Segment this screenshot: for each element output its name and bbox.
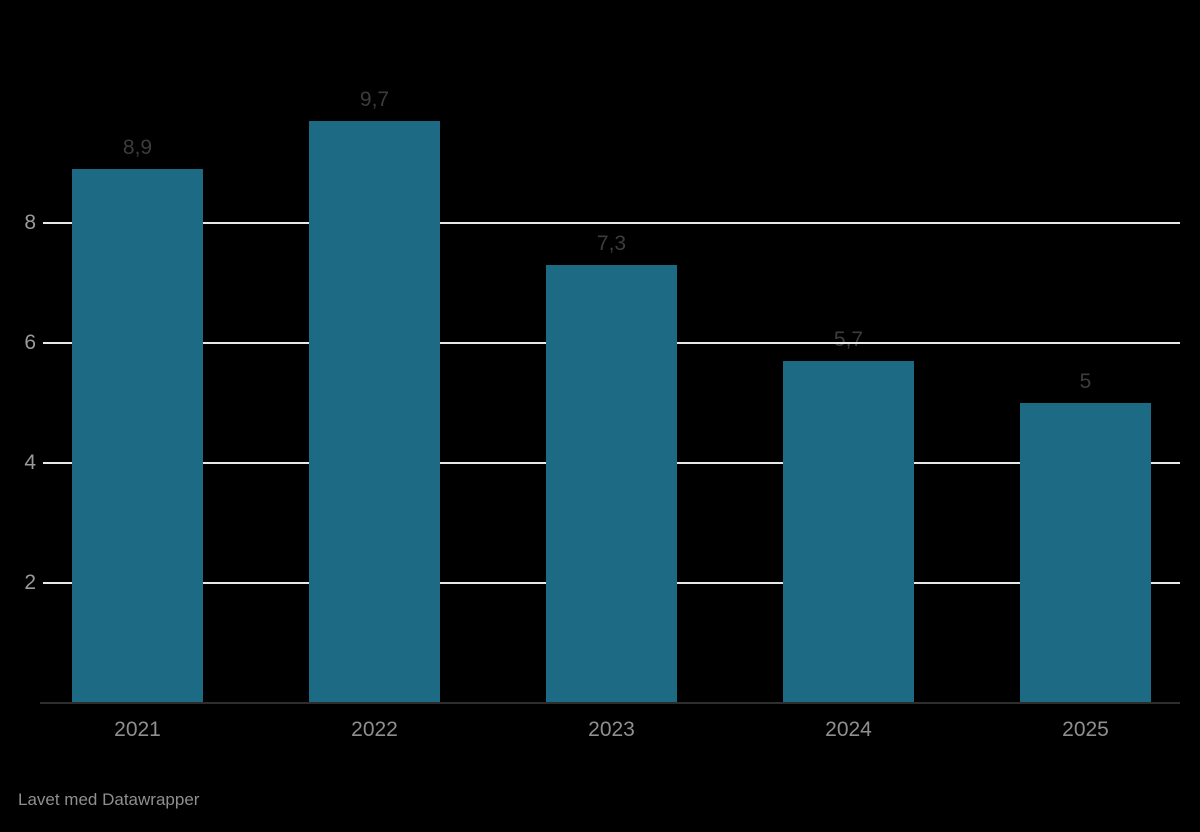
y-axis-tick-label-4: 4 [24,451,36,474]
y-axis-tick-label-6: 6 [24,331,36,354]
value-label-2025: 5 [1079,370,1092,393]
x-axis-label-2023: 2023 [588,718,635,741]
bar-2024[interactable] [783,361,914,703]
y-axis-tick-label-8: 8 [24,211,36,234]
bar-2025[interactable] [1020,403,1151,703]
bar-2022[interactable] [309,121,440,703]
bar-2023[interactable] [546,265,677,703]
attribution-text: Lavet med Datawrapper [18,790,200,809]
gridline-y-8 [43,222,1180,224]
x-axis-label-2022: 2022 [351,718,398,741]
x-axis-label-2024: 2024 [825,718,872,741]
x-axis-label-2025: 2025 [1062,718,1109,741]
x-axis-label-2021: 2021 [114,718,161,741]
value-label-2021: 8,9 [122,136,153,159]
bar-2021[interactable] [72,169,203,703]
x-axis-baseline [40,702,1180,704]
y-axis-tick-label-2: 2 [24,571,36,594]
value-label-2024: 5,7 [833,328,864,351]
value-label-2022: 9,7 [359,88,390,111]
value-label-2023: 7,3 [596,232,627,255]
